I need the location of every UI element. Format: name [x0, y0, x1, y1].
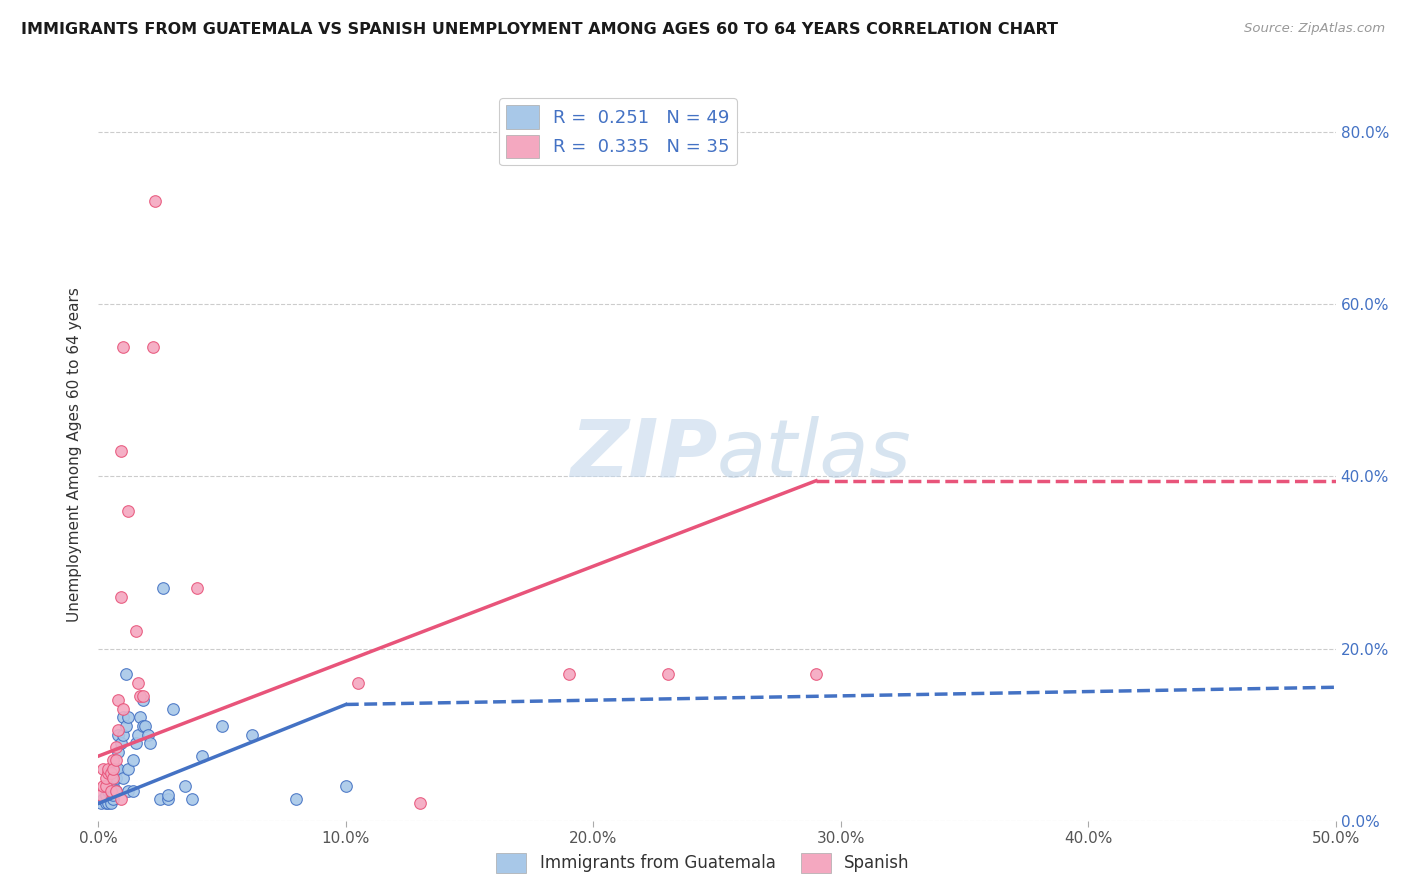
Point	[107, 728, 129, 742]
Point	[124, 624, 146, 639]
Point	[117, 710, 139, 724]
Point	[129, 689, 152, 703]
Text: IMMIGRANTS FROM GUATEMALA VS SPANISH UNEMPLOYMENT AMONG AGES 60 TO 64 YEARS CORR: IMMIGRANTS FROM GUATEMALA VS SPANISH UNE…	[21, 22, 1059, 37]
Point	[110, 443, 132, 458]
Point	[122, 783, 145, 797]
Point	[103, 762, 125, 776]
Point	[112, 710, 135, 724]
Point	[409, 797, 432, 811]
Point	[139, 736, 162, 750]
Point	[129, 710, 152, 724]
Point	[103, 771, 125, 785]
Point	[112, 771, 135, 785]
Point	[152, 582, 174, 596]
Point	[114, 667, 136, 681]
Legend: Immigrants from Guatemala, Spanish: Immigrants from Guatemala, Spanish	[489, 847, 917, 880]
Point	[107, 762, 129, 776]
Point	[124, 736, 146, 750]
Point	[112, 702, 135, 716]
Text: Source: ZipAtlas.com: Source: ZipAtlas.com	[1244, 22, 1385, 36]
Point	[100, 788, 122, 802]
Legend: R =  0.251   N = 49, R =  0.335   N = 35: R = 0.251 N = 49, R = 0.335 N = 35	[499, 98, 737, 165]
Point	[90, 788, 112, 802]
Point	[285, 792, 308, 806]
Point	[162, 702, 184, 716]
Point	[93, 792, 115, 806]
Point	[132, 719, 155, 733]
Point	[97, 797, 120, 811]
Point	[114, 719, 136, 733]
Text: ZIP: ZIP	[569, 416, 717, 494]
Point	[97, 766, 120, 780]
Point	[156, 788, 179, 802]
Point	[104, 740, 127, 755]
Point	[156, 792, 179, 806]
Point	[94, 788, 117, 802]
Point	[100, 797, 122, 811]
Point	[97, 762, 120, 776]
Point	[149, 792, 172, 806]
Point	[110, 792, 132, 806]
Point	[107, 745, 129, 759]
Point	[335, 779, 357, 793]
Point	[127, 676, 149, 690]
Point	[104, 753, 127, 767]
Point	[132, 689, 155, 703]
Point	[186, 582, 208, 596]
Point	[103, 788, 125, 802]
Point	[804, 667, 827, 681]
Point	[112, 340, 135, 354]
Point	[557, 667, 579, 681]
Point	[174, 779, 197, 793]
Text: atlas: atlas	[717, 416, 912, 494]
Point	[134, 719, 156, 733]
Point	[110, 590, 132, 604]
Point	[103, 753, 125, 767]
Point	[104, 783, 127, 797]
Point	[191, 749, 214, 764]
Point	[657, 667, 679, 681]
Point	[107, 693, 129, 707]
Point	[122, 753, 145, 767]
Point	[117, 762, 139, 776]
Point	[94, 771, 117, 785]
Point	[100, 766, 122, 780]
Point	[240, 728, 263, 742]
Point	[103, 792, 125, 806]
Point	[107, 723, 129, 738]
Point	[93, 779, 115, 793]
Point	[100, 779, 122, 793]
Point	[143, 194, 166, 208]
Point	[94, 779, 117, 793]
Point	[110, 736, 132, 750]
Point	[104, 783, 127, 797]
Point	[136, 728, 159, 742]
Point	[211, 719, 233, 733]
Point	[90, 797, 112, 811]
Point	[117, 783, 139, 797]
Point	[103, 779, 125, 793]
Point	[132, 693, 155, 707]
Point	[97, 783, 120, 797]
Point	[117, 504, 139, 518]
Point	[347, 676, 370, 690]
Point	[94, 797, 117, 811]
Point	[112, 728, 135, 742]
Point	[93, 762, 115, 776]
Y-axis label: Unemployment Among Ages 60 to 64 years: Unemployment Among Ages 60 to 64 years	[67, 287, 83, 623]
Point	[181, 792, 204, 806]
Point	[100, 783, 122, 797]
Point	[142, 340, 165, 354]
Point	[127, 728, 149, 742]
Point	[104, 762, 127, 776]
Point	[104, 771, 127, 785]
